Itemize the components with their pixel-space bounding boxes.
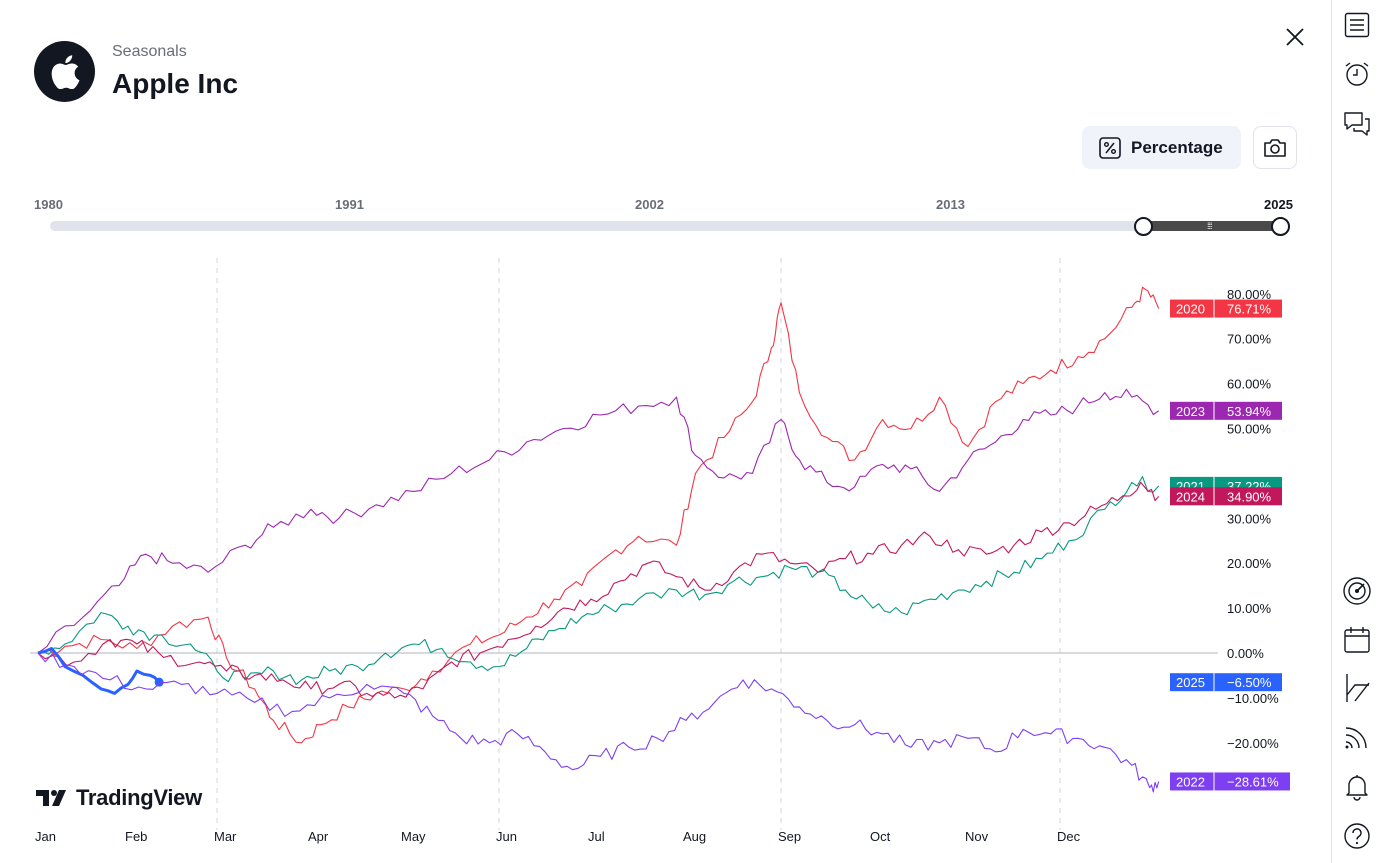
x-tick-label: Feb — [125, 829, 147, 844]
series-year-label: 2024 — [1176, 489, 1205, 504]
percent-icon — [1099, 136, 1121, 159]
ideas-button[interactable] — [1341, 672, 1373, 704]
stream-icon — [1345, 727, 1367, 749]
x-tick-label: May — [401, 829, 426, 844]
series-end-dot-2025 — [154, 677, 164, 687]
bell-icon — [1346, 775, 1368, 801]
y-tick-label: 50.00% — [1227, 422, 1272, 437]
camera-icon — [1264, 138, 1286, 157]
year-range-track[interactable] — [50, 221, 1290, 231]
alerts-button[interactable] — [1341, 58, 1373, 90]
chat-icon — [1344, 112, 1370, 136]
close-button[interactable] — [1280, 22, 1310, 52]
right-toolbar — [1331, 0, 1380, 863]
range-start-handle[interactable] — [1134, 217, 1153, 236]
close-icon — [1286, 28, 1304, 46]
page-title: Apple Inc — [112, 68, 239, 99]
series-year-label: 2023 — [1176, 404, 1205, 419]
y-tick-label: 80.00% — [1227, 287, 1272, 302]
series-line-2021 — [37, 476, 1160, 685]
series-line-2024 — [37, 481, 1160, 699]
y-tick-label: −20.00% — [1227, 736, 1279, 751]
series-year-label: 2020 — [1176, 302, 1205, 317]
x-tick-label: Jul — [588, 829, 605, 844]
series-value-label: 76.71% — [1227, 302, 1272, 317]
technicals-button[interactable] — [1341, 575, 1373, 607]
y-tick-label: 60.00% — [1227, 377, 1272, 392]
year-label-1980: 1980 — [34, 197, 63, 212]
percentage-label: Percentage — [1131, 137, 1223, 157]
series-line-2023 — [37, 388, 1160, 654]
series-label-bg-2023 — [1170, 401, 1282, 420]
help-icon — [1344, 823, 1370, 849]
series-year-label: 2025 — [1176, 675, 1205, 690]
tradingview-text: TradingView — [76, 785, 202, 810]
y-tick-label: 30.00% — [1227, 511, 1272, 526]
x-tick-label: Dec — [1057, 829, 1081, 844]
x-tick-label: Nov — [965, 829, 989, 844]
year-label-2002: 2002 — [635, 197, 664, 212]
apple-logo-icon — [34, 41, 95, 102]
calendar-icon — [1344, 627, 1370, 653]
gauge-icon — [1343, 577, 1371, 605]
help-button[interactable] — [1341, 820, 1373, 852]
y-tick-label: 10.00% — [1227, 601, 1272, 616]
y-tick-label: 0.00% — [1227, 646, 1264, 661]
y-tick-label: −10.00% — [1227, 691, 1279, 706]
x-tick-label: Apr — [308, 829, 329, 844]
series-value-label: 34.90% — [1227, 489, 1272, 504]
series-label-bg-2020 — [1170, 299, 1282, 318]
calendar-button[interactable] — [1341, 624, 1373, 656]
alert-clock-icon — [1345, 62, 1369, 86]
y-tick-label: 20.00% — [1227, 556, 1272, 571]
series-value-label: 53.94% — [1227, 404, 1272, 419]
year-label-2013: 2013 — [936, 197, 965, 212]
year-range-selection[interactable] — [1143, 221, 1281, 231]
x-tick-label: Sep — [778, 829, 801, 844]
tradingview-brand: TradingView — [36, 785, 202, 811]
y-tick-label: 70.00% — [1227, 332, 1272, 347]
watchlist-button[interactable] — [1341, 9, 1373, 41]
streams-button[interactable] — [1341, 721, 1373, 753]
series-line-2022 — [37, 652, 1160, 793]
year-label-1991: 1991 — [335, 197, 364, 212]
x-tick-label: Oct — [870, 829, 891, 844]
seasonals-chart[interactable]: Jan Feb Mar Apr May Jun Jul Aug Sep Oct Nov Dec 80.0… — [0, 240, 1330, 863]
x-tick-label: Aug — [683, 829, 706, 844]
series-value-label: −28.61% — [1227, 774, 1279, 789]
percentage-button[interactable]: Percentage — [1082, 126, 1241, 169]
chats-button[interactable] — [1341, 108, 1373, 140]
x-tick-label: Mar — [214, 829, 237, 844]
watchlist-icon — [1344, 12, 1370, 38]
year-label-2025: 2025 — [1264, 197, 1293, 212]
x-tick-label: Jan — [35, 829, 56, 844]
notifications-button[interactable] — [1341, 771, 1373, 803]
series-label-bg-2025 — [1170, 673, 1282, 692]
x-tick-label: Jun — [496, 829, 517, 844]
series-line-2025 — [37, 647, 161, 695]
range-end-handle[interactable] — [1271, 217, 1290, 236]
line-tool-icon — [1346, 674, 1370, 702]
series-year-label: 2022 — [1176, 774, 1205, 789]
snapshot-button[interactable] — [1253, 126, 1297, 169]
page-subtitle: Seasonals — [112, 43, 187, 60]
series-label-bg-2024 — [1170, 487, 1282, 506]
series-label-bg-2022 — [1170, 772, 1290, 791]
series-value-label: −6.50% — [1227, 675, 1272, 690]
series-line-2020 — [37, 286, 1160, 744]
range-grip-icon[interactable]: ⁞⁞⁞ — [1207, 221, 1212, 231]
tradingview-logo-icon — [36, 790, 66, 806]
